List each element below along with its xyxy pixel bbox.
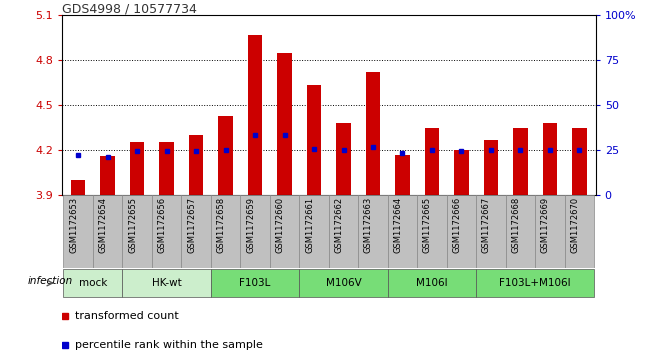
- Bar: [122, 269, 211, 297]
- Bar: [477, 269, 594, 297]
- Text: GSM1172659: GSM1172659: [246, 197, 255, 253]
- Text: GSM1172665: GSM1172665: [423, 197, 432, 253]
- Bar: [484, 139, 498, 195]
- Text: M106I: M106I: [416, 278, 448, 288]
- Bar: [181, 195, 211, 268]
- Text: GSM1172670: GSM1172670: [570, 197, 579, 253]
- Text: transformed count: transformed count: [75, 311, 178, 321]
- Bar: [424, 127, 439, 195]
- Bar: [329, 195, 358, 268]
- Bar: [307, 86, 322, 195]
- Bar: [63, 269, 122, 297]
- Text: GSM1172668: GSM1172668: [512, 197, 520, 253]
- Bar: [572, 127, 587, 195]
- Text: GSM1172662: GSM1172662: [335, 197, 344, 253]
- Bar: [366, 72, 380, 195]
- Bar: [130, 143, 145, 195]
- Bar: [71, 180, 85, 195]
- Text: GSM1172656: GSM1172656: [158, 197, 167, 253]
- Text: F103L+M106I: F103L+M106I: [499, 278, 571, 288]
- Bar: [564, 195, 594, 268]
- Text: GSM1172661: GSM1172661: [305, 197, 314, 253]
- Text: GSM1172653: GSM1172653: [69, 197, 78, 253]
- Text: mock: mock: [79, 278, 107, 288]
- Bar: [506, 195, 535, 268]
- Bar: [240, 195, 270, 268]
- Bar: [93, 195, 122, 268]
- Bar: [454, 150, 469, 195]
- Text: M106V: M106V: [326, 278, 361, 288]
- Bar: [189, 135, 203, 195]
- Text: GSM1172664: GSM1172664: [393, 197, 402, 253]
- Text: GSM1172657: GSM1172657: [187, 197, 196, 253]
- Bar: [152, 195, 181, 268]
- Bar: [247, 34, 262, 195]
- Bar: [218, 115, 233, 195]
- Text: GSM1172663: GSM1172663: [364, 197, 373, 253]
- Text: GSM1172666: GSM1172666: [452, 197, 462, 253]
- Bar: [542, 123, 557, 195]
- Text: F103L: F103L: [240, 278, 271, 288]
- Bar: [395, 155, 410, 195]
- Text: GSM1172655: GSM1172655: [128, 197, 137, 253]
- Bar: [388, 269, 477, 297]
- Bar: [211, 195, 240, 268]
- Bar: [535, 195, 564, 268]
- Bar: [336, 123, 351, 195]
- Text: GSM1172654: GSM1172654: [98, 197, 107, 253]
- Bar: [270, 195, 299, 268]
- Text: GSM1172667: GSM1172667: [482, 197, 491, 253]
- Bar: [299, 269, 388, 297]
- Bar: [358, 195, 388, 268]
- Text: GSM1172660: GSM1172660: [275, 197, 284, 253]
- Text: HK-wt: HK-wt: [152, 278, 182, 288]
- Bar: [477, 195, 506, 268]
- Text: GSM1172669: GSM1172669: [541, 197, 550, 253]
- Bar: [211, 269, 299, 297]
- Bar: [100, 156, 115, 195]
- Bar: [63, 195, 93, 268]
- Bar: [159, 143, 174, 195]
- Bar: [122, 195, 152, 268]
- Bar: [513, 127, 528, 195]
- Bar: [388, 195, 417, 268]
- Bar: [417, 195, 447, 268]
- Bar: [447, 195, 477, 268]
- Bar: [299, 195, 329, 268]
- Text: GSM1172658: GSM1172658: [217, 197, 225, 253]
- Text: infection: infection: [28, 277, 73, 286]
- Text: GDS4998 / 10577734: GDS4998 / 10577734: [62, 2, 197, 15]
- Bar: [277, 53, 292, 195]
- Text: percentile rank within the sample: percentile rank within the sample: [75, 340, 262, 350]
